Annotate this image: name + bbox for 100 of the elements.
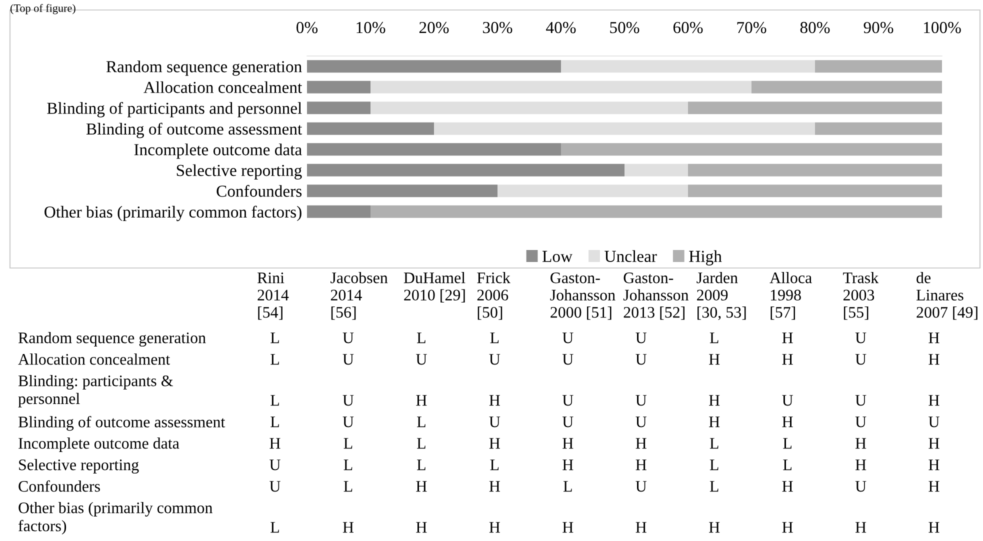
text: U bbox=[855, 332, 866, 344]
text: U bbox=[416, 354, 427, 365]
category-label: Rini 2014 [54] bbox=[257, 272, 289, 320]
bar bbox=[370, 80, 752, 94]
text: U bbox=[270, 481, 280, 492]
legend-label: Unclear bbox=[604, 250, 657, 262]
text: H bbox=[782, 481, 793, 492]
bar bbox=[307, 143, 561, 156]
bar bbox=[307, 122, 434, 135]
category-label: Random sequence generation bbox=[18, 332, 206, 347]
text: H bbox=[928, 332, 940, 344]
text: U bbox=[855, 481, 866, 492]
y-tick-label: Blinding of outcome assessment bbox=[86, 122, 302, 138]
category-label: Confounders bbox=[18, 480, 100, 492]
text: L bbox=[710, 332, 718, 344]
y-tick-label: Confounders bbox=[216, 184, 302, 197]
text: U bbox=[636, 332, 647, 344]
category-label: Frick 2006 [50] bbox=[477, 272, 510, 320]
text: H bbox=[489, 395, 500, 406]
bar bbox=[815, 60, 942, 73]
text: L bbox=[344, 460, 352, 470]
text: H bbox=[709, 522, 720, 533]
category-label: Allocation concealment bbox=[18, 354, 170, 365]
text: U bbox=[562, 395, 574, 406]
text: U bbox=[562, 332, 574, 344]
text: L bbox=[344, 481, 352, 492]
text: U bbox=[636, 395, 647, 406]
text: (Top of figure) bbox=[10, 4, 76, 14]
x-tick-label: 70% bbox=[737, 22, 766, 34]
text: H bbox=[562, 438, 574, 449]
category-label: Selective reporting bbox=[19, 459, 139, 474]
text: U bbox=[489, 416, 500, 428]
bar bbox=[307, 60, 561, 73]
text: H bbox=[416, 395, 427, 406]
text: L bbox=[270, 332, 279, 344]
y-tick-label: Allocation concealment bbox=[144, 81, 302, 94]
y-tick-label: Incomplete outcome data bbox=[134, 144, 302, 159]
bar bbox=[815, 122, 942, 135]
text: U bbox=[928, 416, 940, 428]
text: H bbox=[636, 438, 646, 449]
legend-label: High bbox=[689, 250, 722, 266]
text: L bbox=[710, 438, 718, 449]
text: H bbox=[489, 438, 500, 449]
category-label: de Linares 2007 [49] bbox=[916, 272, 978, 320]
bar bbox=[370, 102, 688, 114]
text: L bbox=[344, 438, 352, 449]
text: U bbox=[782, 395, 793, 406]
text: U bbox=[270, 460, 280, 470]
text: H bbox=[928, 460, 940, 470]
y-tick-label: Blinding of participants and personnel bbox=[47, 102, 302, 118]
text: H bbox=[709, 395, 720, 406]
x-tick-label: 30% bbox=[483, 22, 512, 34]
text: H bbox=[855, 460, 866, 470]
text: L bbox=[270, 416, 279, 428]
text: H bbox=[342, 522, 354, 533]
category-label: Gaston- Johansson 2013 [52] bbox=[623, 272, 689, 320]
text: U bbox=[562, 354, 574, 365]
category-label: Incomplete outcome data bbox=[18, 438, 180, 452]
bar bbox=[370, 205, 942, 218]
text: L bbox=[490, 332, 499, 344]
text: H bbox=[489, 481, 500, 492]
text: U bbox=[636, 354, 647, 365]
x-tick-label: 40% bbox=[546, 22, 576, 34]
x-tick-label: 20% bbox=[419, 22, 449, 34]
bar bbox=[434, 122, 815, 135]
y-tick-label: Random sequence generation bbox=[106, 60, 302, 76]
text: H bbox=[636, 460, 646, 470]
bar bbox=[624, 164, 688, 176]
bar bbox=[561, 143, 942, 156]
text: U bbox=[636, 416, 647, 428]
category-label: Jarden 2009 [30, 53] bbox=[696, 272, 746, 320]
text: L bbox=[563, 481, 572, 492]
text: L bbox=[710, 481, 718, 492]
text: L bbox=[710, 460, 718, 470]
text: U bbox=[855, 395, 866, 406]
x-tick-label: 0% bbox=[296, 22, 318, 34]
text: H bbox=[782, 354, 793, 365]
bar bbox=[307, 184, 498, 198]
text: L bbox=[417, 438, 426, 449]
text: U bbox=[562, 416, 574, 428]
text: H bbox=[928, 438, 940, 449]
text: H bbox=[782, 522, 793, 533]
x-tick-label: 10% bbox=[356, 22, 386, 34]
text: L bbox=[417, 416, 426, 428]
text: H bbox=[855, 438, 866, 449]
text: H bbox=[416, 481, 427, 492]
category-label: Gaston- Johansson 2000 [51] bbox=[550, 272, 616, 320]
text: L bbox=[270, 354, 279, 365]
text: H bbox=[928, 354, 940, 365]
text: L bbox=[270, 395, 279, 406]
x-tick-label: 60% bbox=[673, 22, 703, 34]
legend-label: Low bbox=[542, 250, 572, 262]
bar bbox=[752, 80, 942, 94]
bar bbox=[307, 205, 370, 218]
text: L bbox=[783, 438, 792, 449]
text: L bbox=[270, 522, 279, 533]
text: H bbox=[928, 522, 940, 533]
text: H bbox=[709, 416, 720, 428]
text: L bbox=[490, 460, 499, 470]
text: U bbox=[855, 416, 866, 428]
